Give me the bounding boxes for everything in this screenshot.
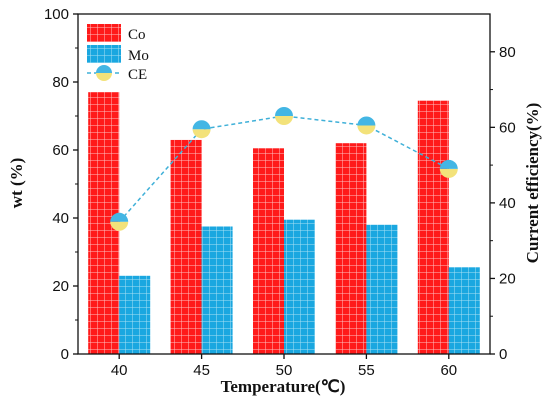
legend-label-ce: CE: [128, 67, 147, 83]
bar-mo-55: [366, 224, 398, 354]
plot-marks: [88, 92, 480, 354]
bar-co-50: [253, 148, 284, 354]
point-ce-60: [439, 159, 458, 178]
bar-mo-45: [201, 226, 233, 354]
y2-tick-label-80: 80: [499, 44, 516, 61]
y-axis-title: wt (%): [7, 158, 26, 209]
legend-swatch-co: [87, 24, 121, 42]
x-axis-title: Temperature(℃): [221, 377, 346, 396]
legend-marker-ce: [96, 65, 112, 81]
y2-axis-title: Current efficiency(%): [523, 103, 542, 264]
bar-co-60: [417, 100, 449, 354]
y2-tick-label-60: 60: [499, 119, 516, 136]
bar-mo-60: [448, 267, 480, 354]
y-tick-label-80: 80: [52, 74, 69, 91]
bar-co-55: [335, 143, 367, 354]
y-tick-label-20: 20: [52, 278, 69, 295]
x-tick-label-45: 45: [193, 362, 210, 379]
legend: Co Mo CE: [87, 24, 149, 83]
x-tick-label-55: 55: [358, 362, 375, 379]
bar-mo-40: [119, 275, 151, 354]
bar-co-45: [170, 139, 202, 354]
point-ce-50: [275, 107, 293, 125]
legend-swatch-mo: [87, 45, 121, 63]
y2-tick-label-20: 20: [499, 270, 516, 287]
legend-label-co: Co: [128, 27, 146, 43]
y-tick-label-60: 60: [52, 142, 69, 159]
y-tick-label-100: 100: [44, 6, 69, 23]
y2-tick-label-0: 0: [499, 346, 507, 363]
legend-label-mo: Mo: [128, 48, 149, 64]
point-ce-55: [357, 116, 376, 135]
y-tick-label-0: 0: [61, 346, 69, 363]
x-tick-label-40: 40: [111, 362, 128, 379]
x-tick-label-50: 50: [276, 362, 293, 379]
point-ce-45: [192, 120, 211, 139]
bar-mo-50: [284, 219, 315, 354]
y2-tick-label-40: 40: [499, 195, 516, 212]
axis-marks: 0 20 40 60 80 100 0 20 40 60 80 40 45 50 55 60: [44, 6, 516, 379]
x-tick-label-60: 60: [440, 362, 457, 379]
point-ce-40: [110, 212, 129, 231]
y-tick-label-40: 40: [52, 210, 69, 227]
